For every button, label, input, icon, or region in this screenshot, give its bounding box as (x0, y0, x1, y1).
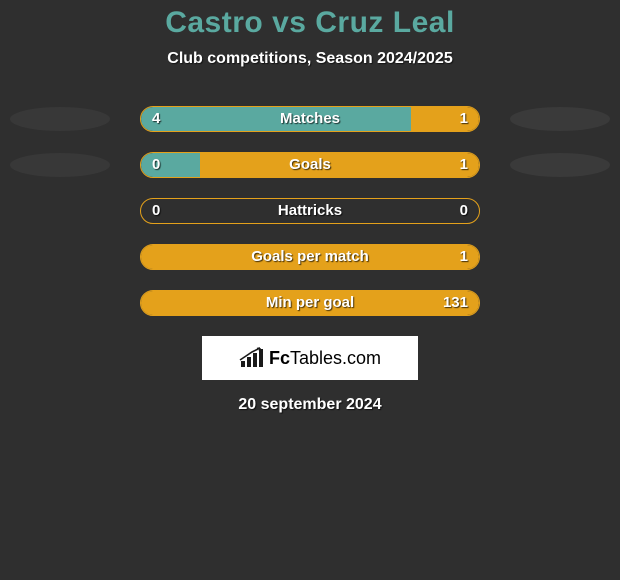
stat-row: Goals01 (0, 152, 620, 178)
fill-left (141, 107, 413, 131)
fill-right (411, 107, 479, 131)
stat-bar (140, 198, 480, 224)
player-shadow-right (510, 107, 610, 131)
stat-bar (140, 106, 480, 132)
bar-chart-icon (239, 347, 265, 369)
stat-row: Hattricks00 (0, 198, 620, 224)
fill-right (140, 291, 479, 315)
player-shadow-left (10, 107, 110, 131)
page-title: Castro vs Cruz Leal (0, 6, 620, 40)
fill-left (141, 153, 202, 177)
comparison-card: Castro vs Cruz Leal Club competitions, S… (0, 0, 620, 580)
logo-text: FcTables.com (269, 348, 381, 369)
stat-row: Matches41 (0, 106, 620, 132)
stat-bar (140, 152, 480, 178)
stat-bar (140, 244, 480, 270)
fill-right (140, 245, 479, 269)
stat-bar (140, 290, 480, 316)
stat-row: Goals per match1 (0, 244, 620, 270)
player-shadow-left (10, 153, 110, 177)
stat-rows: Matches41 Goals01 Hattricks00 Goals per mat… (0, 106, 620, 316)
fill-right (200, 153, 479, 177)
player-shadow-right (510, 153, 610, 177)
logo-box[interactable]: FcTables.com (202, 336, 418, 380)
stat-row: Min per goal131 (0, 290, 620, 316)
subtitle: Club competitions, Season 2024/2025 (0, 50, 620, 68)
date-text: 20 september 2024 (0, 396, 620, 414)
